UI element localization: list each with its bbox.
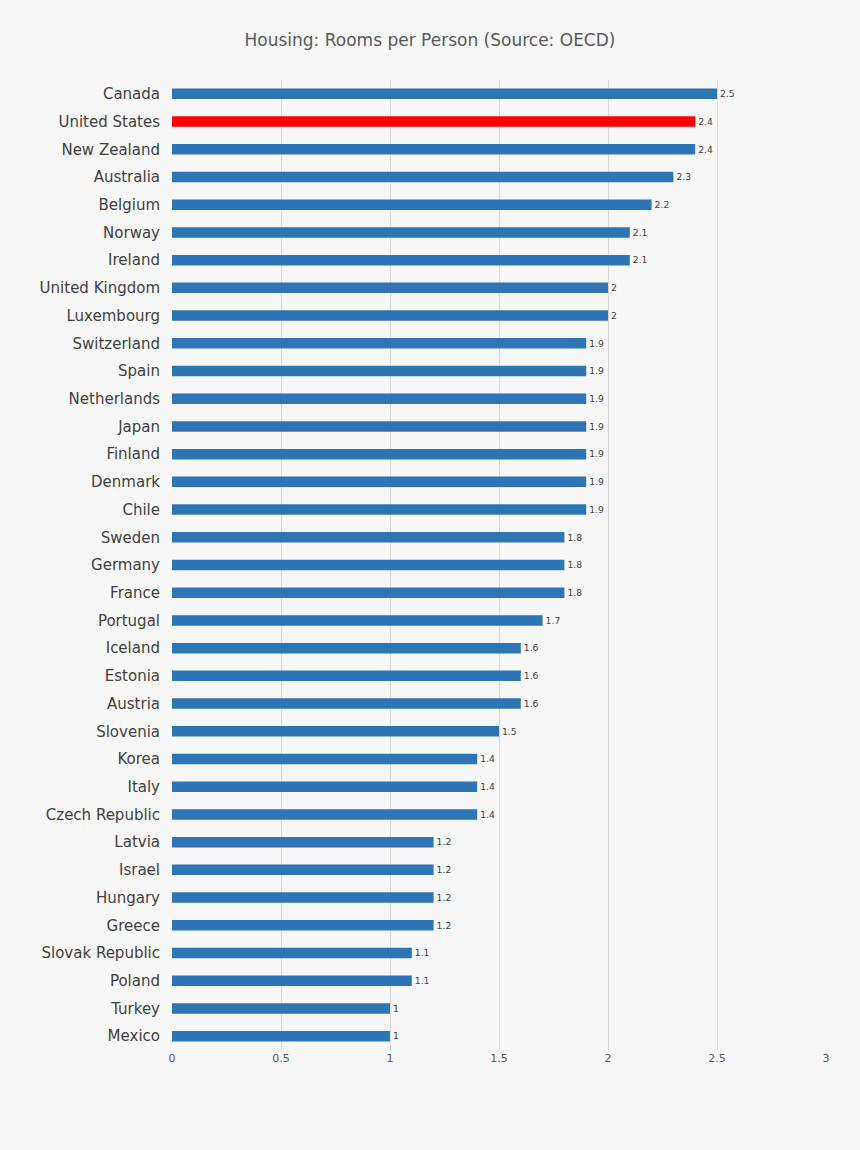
svg-text:Slovenia: Slovenia: [96, 723, 160, 741]
svg-text:1.9: 1.9: [589, 504, 604, 515]
svg-text:Poland: Poland: [110, 972, 160, 990]
svg-text:Austria: Austria: [107, 695, 160, 713]
svg-text:1.1: 1.1: [415, 975, 430, 986]
svg-text:1.6: 1.6: [524, 642, 539, 653]
svg-text:France: France: [110, 584, 160, 602]
svg-text:1.2: 1.2: [437, 920, 452, 931]
svg-text:1.2: 1.2: [437, 892, 452, 903]
svg-text:Denmark: Denmark: [91, 473, 160, 491]
svg-text:Germany: Germany: [91, 556, 160, 574]
svg-text:2.4: 2.4: [698, 116, 713, 127]
svg-text:1.4: 1.4: [480, 809, 495, 820]
svg-text:2: 2: [611, 310, 617, 321]
svg-text:1.9: 1.9: [589, 476, 604, 487]
svg-text:2: 2: [611, 282, 617, 293]
svg-text:2.5: 2.5: [720, 88, 735, 99]
svg-text:Housing: Rooms per Person (Sou: Housing: Rooms per Person (Source: OECD): [245, 30, 616, 50]
svg-text:Norway: Norway: [103, 224, 160, 242]
svg-text:0: 0: [169, 1052, 176, 1065]
svg-text:1.6: 1.6: [524, 670, 539, 681]
svg-text:0.5: 0.5: [272, 1052, 290, 1065]
svg-text:2: 2: [605, 1052, 612, 1065]
svg-text:Luxembourg: Luxembourg: [67, 307, 161, 325]
svg-text:1.9: 1.9: [589, 365, 604, 376]
svg-text:2.1: 2.1: [633, 254, 648, 265]
svg-text:1.8: 1.8: [567, 532, 582, 543]
svg-text:1.6: 1.6: [524, 698, 539, 709]
svg-text:Czech Republic: Czech Republic: [46, 806, 160, 824]
svg-text:Canada: Canada: [103, 85, 160, 103]
svg-text:2.3: 2.3: [676, 171, 691, 182]
svg-text:1.9: 1.9: [589, 448, 604, 459]
svg-text:Iceland: Iceland: [106, 639, 160, 657]
svg-text:Finland: Finland: [106, 445, 160, 463]
svg-text:Ireland: Ireland: [108, 251, 160, 269]
svg-text:1.9: 1.9: [589, 338, 604, 349]
svg-text:1.5: 1.5: [502, 726, 517, 737]
svg-text:2.2: 2.2: [655, 199, 670, 210]
svg-text:Japan: Japan: [117, 418, 160, 436]
svg-text:1.1: 1.1: [415, 947, 430, 958]
svg-text:1.4: 1.4: [480, 753, 495, 764]
svg-text:Sweden: Sweden: [101, 529, 160, 547]
svg-text:Portugal: Portugal: [98, 612, 160, 630]
svg-text:United States: United States: [58, 113, 160, 131]
svg-text:1.8: 1.8: [567, 559, 582, 570]
svg-text:Belgium: Belgium: [99, 196, 161, 214]
svg-text:2.4: 2.4: [698, 144, 713, 155]
svg-text:New Zealand: New Zealand: [61, 141, 160, 159]
svg-text:1.7: 1.7: [546, 615, 561, 626]
svg-text:Latvia: Latvia: [114, 833, 160, 851]
svg-text:Netherlands: Netherlands: [69, 390, 161, 408]
svg-text:2.1: 2.1: [633, 227, 648, 238]
svg-text:Estonia: Estonia: [105, 667, 160, 685]
svg-text:Switzerland: Switzerland: [73, 335, 161, 353]
svg-text:Spain: Spain: [118, 362, 160, 380]
svg-text:Slovak Republic: Slovak Republic: [42, 944, 161, 962]
svg-text:1.9: 1.9: [589, 393, 604, 404]
svg-text:1.4: 1.4: [480, 781, 495, 792]
svg-text:Italy: Italy: [127, 778, 160, 796]
svg-text:Turkey: Turkey: [110, 1000, 160, 1018]
svg-text:1.9: 1.9: [589, 421, 604, 432]
svg-text:1.2: 1.2: [437, 864, 452, 875]
svg-text:Chile: Chile: [122, 501, 160, 519]
svg-text:1.8: 1.8: [567, 587, 582, 598]
svg-text:Israel: Israel: [119, 861, 160, 879]
svg-text:1: 1: [393, 1030, 399, 1041]
svg-text:Hungary: Hungary: [96, 889, 160, 907]
svg-text:1: 1: [393, 1003, 399, 1014]
svg-text:Korea: Korea: [117, 750, 160, 768]
svg-text:Mexico: Mexico: [108, 1027, 160, 1045]
svg-text:United Kingdom: United Kingdom: [40, 279, 160, 297]
svg-text:2.5: 2.5: [708, 1052, 726, 1065]
svg-text:3: 3: [823, 1052, 830, 1065]
svg-text:Greece: Greece: [107, 917, 160, 935]
svg-text:1.5: 1.5: [490, 1052, 508, 1065]
svg-text:1.2: 1.2: [437, 836, 452, 847]
svg-text:1: 1: [387, 1052, 394, 1065]
svg-text:Australia: Australia: [94, 168, 160, 186]
